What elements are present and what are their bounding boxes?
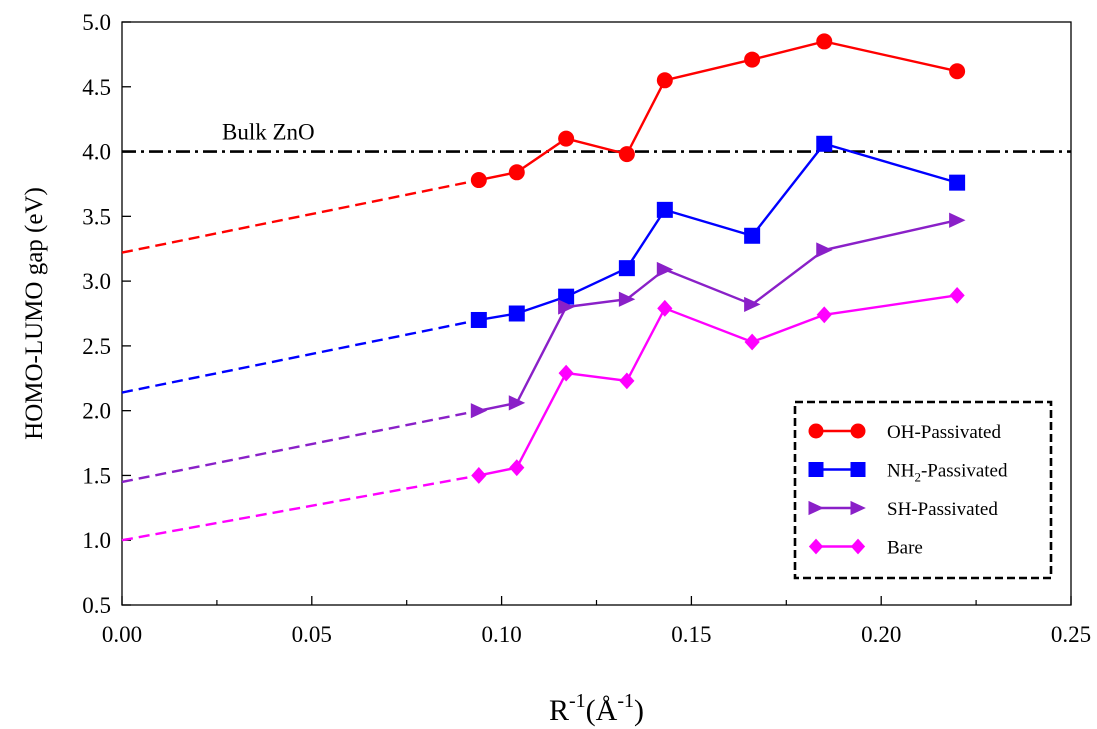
legend-label-oh: OH-Passivated	[887, 422, 1001, 443]
x-tick-label: 0.10	[481, 622, 521, 647]
axes: 0.5 1.0 1.5 2.0 2.5 3.0 3.5 4.0 4.5 5.0 0.00 0.05 0.…	[82, 10, 1091, 647]
data-point-bare	[471, 467, 487, 484]
y-tick-label: 1.0	[82, 528, 111, 553]
axis-labels: HOMO-LUMO gap (eV) R-1(Å-1)	[21, 187, 644, 727]
legend-marker-oh	[808, 423, 824, 439]
x-tick-label: 0.25	[1051, 622, 1091, 647]
data-point-sh	[816, 242, 833, 258]
legend-marker-sh	[850, 500, 866, 516]
series-nh2	[121, 135, 966, 394]
series-line-nh2	[478, 142, 958, 322]
data-point-nh2	[816, 135, 833, 152]
data-point-bare	[744, 333, 760, 351]
series-bare	[121, 286, 965, 542]
y-tick-label: 5.0	[82, 10, 111, 35]
y-axis-label: HOMO-LUMO gap (eV)	[21, 187, 48, 440]
legend-marker-nh2	[850, 462, 866, 477]
data-point-sh	[558, 299, 575, 315]
extrapolation-line-nh2	[121, 318, 480, 394]
reference-line-group: Bulk ZnO	[122, 120, 1071, 153]
y-tick-label: 4.5	[82, 75, 111, 100]
x-tick-label: 0.00	[102, 622, 142, 647]
data-point-oh	[949, 63, 966, 80]
data-point-sh	[618, 291, 636, 307]
legend-entry-nh2: NH2-Passivated	[808, 461, 1008, 485]
y-tick-label: 3.0	[82, 269, 111, 294]
data-point-bare	[509, 459, 525, 477]
legend-marker-sh	[808, 500, 824, 516]
y-tick-label: 3.5	[82, 204, 111, 229]
legend-label-nh2: NH2-Passivated	[887, 461, 1008, 485]
extrapolation-line-sh	[121, 409, 480, 484]
legend-label-sh: SH-Passivated	[887, 499, 998, 520]
data-point-bare	[619, 372, 635, 390]
legend-entry-sh: SH-Passivated	[808, 499, 998, 520]
y-tick-label: 2.0	[82, 399, 111, 424]
y-tick-label: 1.5	[82, 463, 111, 488]
legend-marker-bare	[850, 538, 866, 555]
data-point-oh	[618, 146, 635, 163]
y-tick-label: 0.5	[82, 593, 111, 618]
data-point-sh	[656, 261, 674, 278]
legend-entry-bare: Bare	[808, 538, 923, 559]
y-tick-label: 4.0	[82, 140, 111, 165]
data-point-nh2	[656, 201, 673, 218]
legend-marker-bare	[808, 538, 824, 555]
series-sh	[121, 212, 966, 484]
bulk-zno-label: Bulk ZnO	[222, 120, 315, 145]
data-point-oh	[470, 172, 487, 189]
data-point-nh2	[558, 288, 575, 305]
data-point-sh	[508, 395, 526, 411]
data-point-nh2	[744, 227, 761, 244]
data-point-oh	[558, 130, 575, 147]
legend-label-bare: Bare	[887, 538, 923, 559]
data-point-bare	[949, 286, 965, 304]
data-point-oh	[508, 164, 525, 181]
series-group	[121, 33, 966, 542]
data-point-sh	[744, 296, 761, 313]
x-axis-label: R-1(Å-1)	[549, 690, 644, 727]
data-point-bare	[558, 364, 574, 382]
y-tick-label: 2.5	[82, 334, 111, 359]
data-point-oh	[656, 72, 673, 89]
x-tick-label: 0.15	[671, 622, 711, 647]
data-point-oh	[816, 33, 833, 50]
legend-marker-nh2	[808, 462, 824, 477]
series-oh	[121, 33, 966, 254]
extrapolation-line-bare	[121, 474, 480, 542]
x-tick-label: 0.05	[292, 622, 332, 647]
data-point-nh2	[470, 311, 487, 328]
legend-marker-oh	[850, 423, 866, 439]
data-point-sh	[949, 212, 966, 228]
series-line-sh	[478, 219, 958, 412]
data-point-bare	[657, 299, 673, 317]
x-tick-label: 0.20	[861, 622, 901, 647]
legend: OH-Passivated NH2-Passivated SH-Passivated…	[793, 400, 1053, 580]
data-point-nh2	[949, 174, 966, 191]
data-point-sh	[470, 403, 488, 419]
extrapolation-line-oh	[121, 178, 480, 254]
data-point-bare	[816, 306, 832, 324]
data-point-nh2	[508, 305, 525, 322]
legend-entry-oh: OH-Passivated	[808, 422, 1001, 443]
data-point-oh	[744, 51, 761, 68]
series-line-bare	[478, 294, 958, 477]
series-line-oh	[478, 40, 958, 182]
data-point-nh2	[618, 260, 635, 277]
